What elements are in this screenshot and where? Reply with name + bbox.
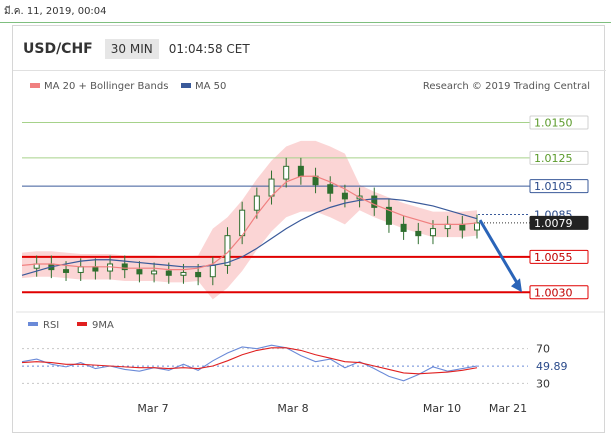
candle-body: [151, 270, 158, 275]
level-label: 1.0150: [534, 116, 573, 129]
timeframe-button[interactable]: 30 MIN: [104, 39, 159, 59]
rsi-legend-swatch: [28, 322, 38, 326]
candle-body: [400, 223, 407, 232]
candle-body: [415, 230, 422, 237]
ma20-line: [21, 175, 478, 271]
rsi-ma-line: [21, 347, 478, 375]
rsi-ma-legend-swatch: [77, 322, 87, 326]
level-label-box: [529, 150, 589, 165]
rsi-level-label: 70: [536, 343, 550, 356]
candle-body: [209, 264, 216, 278]
x-tick-label: Mar 10: [423, 402, 461, 415]
candle-body: [297, 165, 304, 177]
header-divider: [13, 70, 606, 71]
candle-body: [121, 263, 128, 271]
forecast-arrow: [478, 219, 521, 288]
candle-body: [327, 184, 334, 194]
candle-body: [239, 209, 246, 237]
credit-label: Research © 2019 Trading Central: [423, 81, 590, 92]
level-label: 1.0079: [534, 217, 573, 230]
top-bar: มี.ค. 11, 2019, 00:04: [0, 0, 611, 23]
forecast-arrow-head: [511, 278, 522, 293]
candle-body: [165, 270, 172, 276]
candle-body: [195, 271, 202, 278]
candle-body: [283, 165, 290, 180]
time-label: 01:04:58 CET: [168, 42, 250, 56]
level-label-box: [529, 249, 589, 264]
level-label: 1.0030: [534, 286, 573, 299]
candle-body: [253, 195, 260, 211]
symbol-label: USD/CHF: [23, 41, 93, 57]
rsi-level-label: 30: [536, 377, 550, 390]
level-label-box: [529, 285, 589, 300]
candle-body: [77, 266, 84, 273]
candle-body: [371, 195, 378, 208]
rsi-legend-label: RSI: [43, 320, 59, 331]
rsi-area: 70 49.89 30 Mar 7 Mar 8 Mar 10 Mar 21: [16, 311, 604, 415]
level-label: 1.0055: [534, 251, 573, 264]
level-label: 1.0105: [534, 180, 573, 193]
candle-body: [180, 271, 187, 276]
candle-body: [136, 269, 143, 275]
level-label: 1.0125: [534, 152, 573, 165]
candle-body: [92, 266, 99, 272]
ma50-legend-label: MA 50: [195, 81, 226, 92]
x-tick-label: Mar 8: [277, 402, 308, 415]
level-label-box: [529, 115, 589, 130]
candle-body: [341, 192, 348, 200]
rsi-ma-legend-label: 9MA: [92, 320, 114, 331]
chart-header: USD/CHF 30 MIN 01:04:58 CET: [23, 38, 250, 60]
candle-body: [474, 222, 480, 231]
ma50-legend-swatch: [181, 83, 191, 88]
candle-body: [429, 228, 436, 237]
ma50-line: [21, 198, 478, 276]
date-label: มี.ค. 11, 2019, 00:04: [4, 6, 107, 17]
candle-body: [63, 269, 70, 273]
ma20-legend-swatch: [30, 83, 40, 88]
x-tick-label: Mar 21: [489, 402, 527, 415]
candle-body: [385, 206, 392, 225]
rsi-line: [21, 344, 478, 382]
bollinger-band: [22, 140, 477, 300]
price-area: 1.01501.01251.01051.00851.00791.00551.00…: [21, 115, 589, 300]
candle-body: [268, 178, 275, 197]
candle-body: [459, 223, 466, 231]
candle-body: [444, 223, 451, 230]
level-label-box: [529, 179, 589, 194]
x-tick-label: Mar 7: [137, 402, 168, 415]
level-label-box: [529, 215, 589, 230]
rsi-level-label: 49.89: [536, 360, 568, 373]
ma20-legend-label: MA 20 + Bollinger Bands: [44, 81, 168, 92]
chart-panel: USD/CHF 30 MIN 01:04:58 CET: [12, 25, 606, 433]
